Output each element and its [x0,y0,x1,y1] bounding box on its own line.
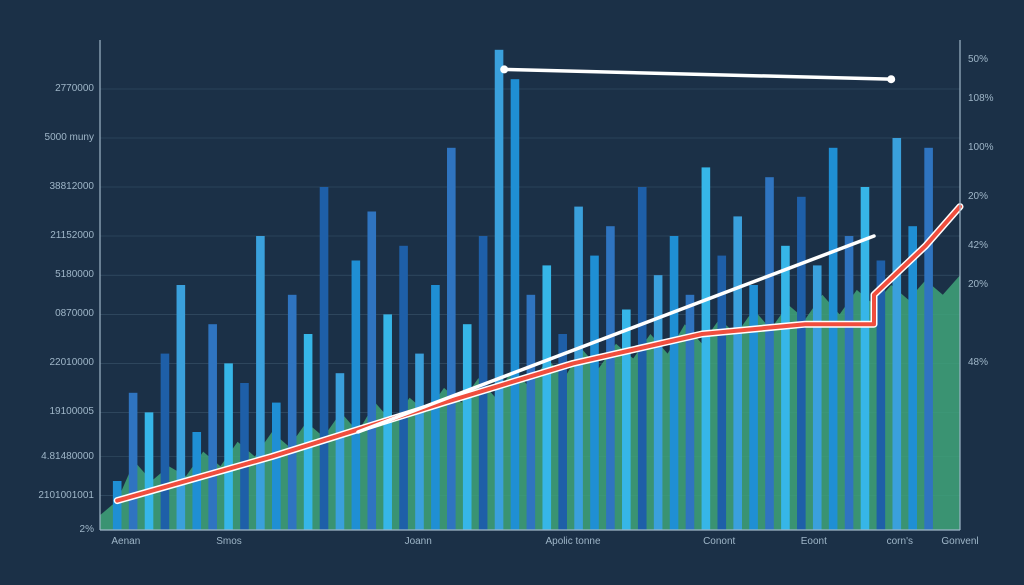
bar [527,295,536,530]
y-axis-left-label: 0870000 [55,308,94,319]
bar [542,265,551,530]
bar [208,324,217,530]
y-axis-left-label: 38812000 [50,181,95,192]
bar [638,187,647,530]
bar [892,138,901,530]
bar [877,261,886,531]
y-axis-left-label: 5180000 [55,269,94,280]
bar [352,261,361,531]
trend-white-top [504,69,891,79]
bar [288,295,297,530]
y-axis-right-label: 20% [968,191,988,202]
trend-white-top-marker [500,65,508,73]
bar [511,79,520,530]
bar [463,324,472,530]
y-axis-right-label: 20% [968,279,988,290]
bar [224,363,233,530]
bar [495,50,504,530]
bar [447,148,456,530]
bar [240,383,249,530]
x-axis-label: corn's [887,536,913,547]
y-axis-left-label: 21152000 [50,230,94,241]
bar [336,373,345,530]
y-axis-left-label: 22010000 [50,357,95,368]
bar [145,412,154,530]
bar [845,236,854,530]
y-axis-right-label: 100% [968,142,994,153]
bar [574,207,583,530]
bar [813,265,822,530]
bar [686,295,695,530]
bar [654,275,663,530]
bar [590,256,599,530]
bar [161,354,170,530]
x-axis-label: Eoont [801,536,827,547]
bar [129,393,138,530]
bar [177,285,186,530]
bar [829,148,838,530]
bar [765,177,774,530]
x-axis-label: Apolic tonne [545,536,600,547]
bar [749,285,758,530]
y-axis-right-label: 50% [968,54,988,65]
bar [797,197,806,530]
y-axis-right-label: 42% [968,240,988,251]
x-axis-label: Aenan [111,536,140,547]
bar [367,212,376,531]
trend-white-top-marker [887,75,895,83]
bar [320,187,329,530]
bar [415,354,424,530]
y-axis-left-label: 19100005 [50,406,95,417]
x-axis-label: Joann [405,536,432,547]
y-axis-left-label: 2% [80,524,94,535]
bar [924,148,933,530]
bar [272,403,281,530]
bar [304,334,313,530]
y-axis-right-label: 48% [968,357,988,368]
bar [256,236,265,530]
bar [908,226,917,530]
bar [781,246,790,530]
y-axis-left-label: 2770000 [55,83,94,94]
y-axis-right-label: 108% [968,93,994,104]
x-axis-label: Smos [216,536,242,547]
y-axis-left-label: 2101001001 [38,490,94,501]
combo-chart: 2770000 5000 muny 38812000 21152000 5180000 0… [0,0,1024,585]
bar [670,236,679,530]
bar [702,167,711,530]
x-axis-label: Conont [703,536,735,547]
bar [113,481,122,530]
bar [622,310,631,531]
y-axis-left-label: 5000 muny [45,132,94,143]
chart-canvas [0,0,1024,585]
bar [606,226,615,530]
bar [733,216,742,530]
y-axis-left-label: 4.81480000 [41,451,94,462]
x-axis-label: Gonvenl [941,536,978,547]
bar [399,246,408,530]
